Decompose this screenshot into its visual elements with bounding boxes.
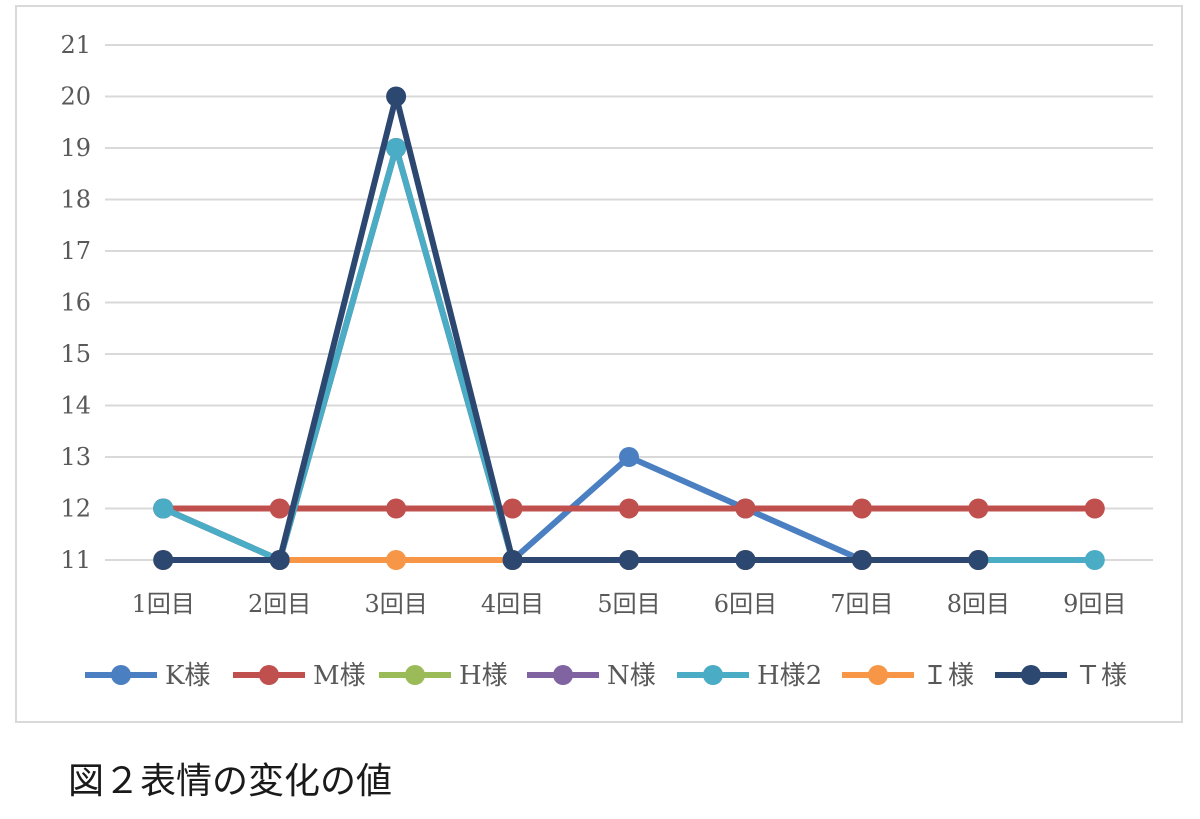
legend-swatch-marker [111,665,131,685]
legend-swatch-marker [553,665,573,685]
data-point [619,550,639,570]
legend-swatch-marker [868,665,888,685]
legend-label: Ｉ様 [922,661,974,691]
y-tick-label: 11 [60,546,91,574]
series-6 [153,86,989,570]
x-tick-label: 3回目 [364,590,427,618]
data-point [386,550,407,570]
legend-label: Ｔ様 [1075,661,1127,691]
y-tick-label: 21 [60,31,91,59]
legend-item: H様 [379,661,508,691]
data-point [386,138,407,158]
legend: K様 M様 H様 N様 H様2 Ｉ様 Ｔ様 [85,661,1127,691]
data-point [735,498,756,519]
y-tick-label: 19 [60,134,91,162]
x-tick-label: 6回目 [714,590,777,618]
x-tick-label: 5回目 [597,590,660,618]
legend-label: H様2 [757,661,822,691]
data-point [153,498,174,519]
data-point [386,498,407,519]
figure-caption: 図２表情の変化の値 [68,761,393,802]
data-point [619,447,639,467]
legend-swatch-marker [1021,665,1041,685]
y-tick-label: 14 [60,392,91,420]
series-1 [153,498,1105,519]
data-point [968,550,989,570]
data-point [269,498,290,519]
data-point [735,550,756,570]
legend-swatch-marker [703,665,723,685]
data-point [502,498,523,519]
x-tick-label: 2回目 [248,590,311,618]
data-point [851,550,872,570]
legend-item: K様 [85,661,210,691]
legend-item: N様 [527,661,656,691]
data-point [153,550,174,570]
legend-item: Ｔ様 [995,661,1127,691]
gridlines [105,44,1153,561]
line-chart: 11 12 13 14 15 16 17 18 19 20 21 1回目 2回目 3回目 4回目 5回目 6回目… [60,31,1153,691]
y-tick-label: 17 [60,237,91,265]
x-tick-label: 1回目 [132,590,195,618]
data-point [1084,550,1105,570]
data-point [1084,498,1105,519]
y-tick-label: 12 [60,495,91,523]
x-tick-label: 4回目 [481,590,544,618]
legend-swatch-marker [259,665,279,685]
y-tick-label: 16 [60,289,91,317]
data-point [386,86,407,107]
data-point [851,498,872,519]
legend-item: M様 [233,661,366,691]
x-tick-label: 8回目 [947,590,1010,618]
legend-item: Ｉ様 [842,661,974,691]
y-tick-label: 15 [60,340,91,368]
legend-item: H様2 [677,661,822,691]
legend-label: H様 [459,661,508,691]
legend-label: M様 [313,661,366,691]
chart-frame: 11 12 13 14 15 16 17 18 19 20 21 1回目 2回目 3回目 4回目 5回目 6回目… [15,5,1183,723]
data-point [502,550,523,570]
y-tick-label: 18 [60,186,91,214]
y-tick-label: 13 [60,443,91,471]
legend-label: K様 [165,661,210,691]
y-tick-label: 20 [60,83,91,111]
legend-label: N様 [607,661,656,691]
series-line [160,93,982,563]
data-point [269,550,290,570]
data-point [968,498,989,519]
data-point [619,498,639,519]
x-tick-label: 9回目 [1063,590,1126,618]
legend-swatch-marker [405,665,425,685]
x-tick-label: 7回目 [830,590,893,618]
